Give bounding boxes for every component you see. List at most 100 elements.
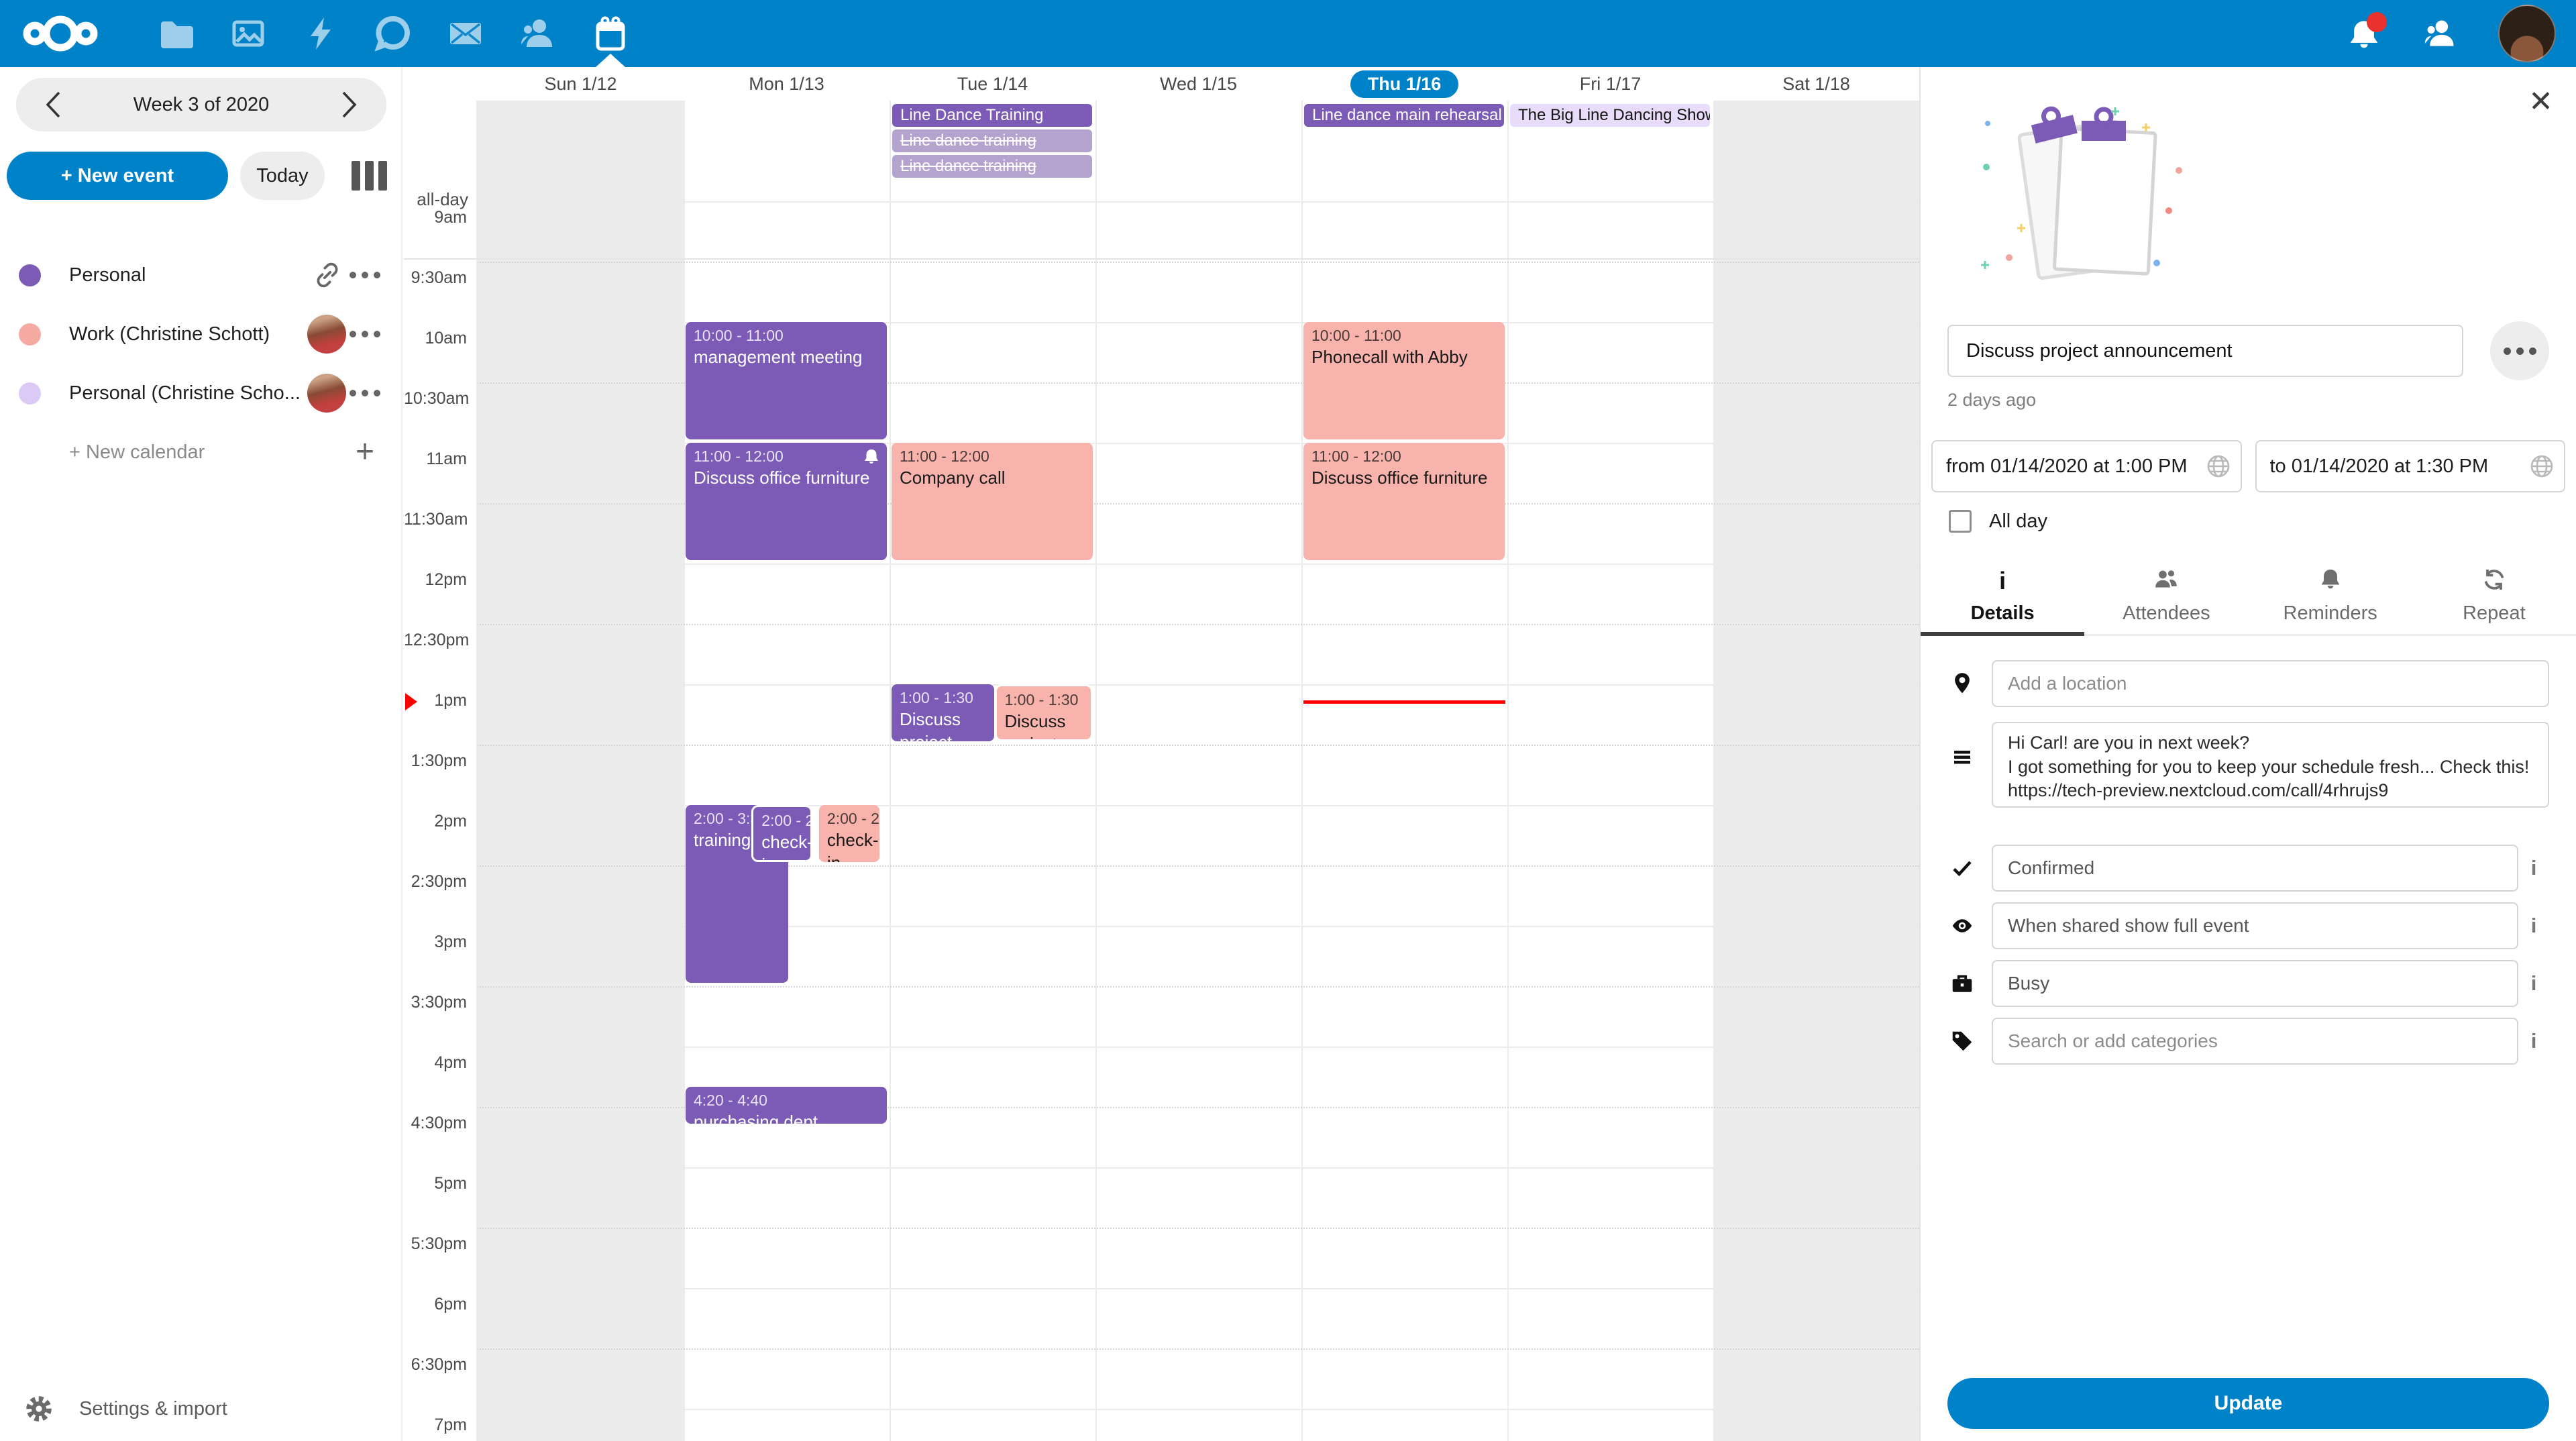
calendar-event[interactable]: 11:00 - 12:00 Discuss office furniture xyxy=(686,443,887,560)
day-column[interactable] xyxy=(478,101,684,1441)
calendar-icon[interactable] xyxy=(574,0,647,67)
calendar-list-item[interactable]: Personal xyxy=(0,246,401,305)
files-icon[interactable] xyxy=(140,0,212,67)
calendar-event[interactable]: 2:00 - 2:30 check-in xyxy=(751,805,813,862)
calendar-list-item[interactable]: Personal (Christine Scho... xyxy=(0,364,401,423)
day-header[interactable]: Sat 1/18 xyxy=(1713,67,1919,101)
previous-week-button[interactable] xyxy=(16,78,90,131)
event-title-input[interactable] xyxy=(1947,325,2463,377)
grid-line xyxy=(404,624,1919,625)
event-title: Phonecall with Abby xyxy=(1311,346,1468,367)
settings-import-button[interactable]: Settings & import xyxy=(0,1377,401,1441)
grid-line xyxy=(404,322,1919,323)
day-header[interactable]: Thu 1/16 xyxy=(1301,67,1507,101)
day-header[interactable]: Sun 1/12 xyxy=(478,67,684,101)
visibility-row: i xyxy=(1947,902,2549,949)
calendar-event[interactable]: 1:00 - 1:30 Discuss project xyxy=(994,684,1093,741)
contacts-icon[interactable] xyxy=(502,0,574,67)
calendar-event[interactable]: 10:00 - 11:00 management meeting xyxy=(686,322,887,439)
calendar-menu-icon[interactable] xyxy=(346,374,384,412)
time-gutter xyxy=(404,101,478,1441)
tab-repeat[interactable]: Repeat xyxy=(2412,565,2576,625)
new-event-button[interactable]: + New event xyxy=(7,152,228,200)
all-day-event[interactable]: Line dance training xyxy=(892,129,1092,152)
visibility-select[interactable] xyxy=(1992,902,2518,949)
day-header[interactable]: Mon 1/13 xyxy=(684,67,890,101)
event-time: 2:00 - 2:30 xyxy=(826,810,879,827)
timezone-globe-icon[interactable] xyxy=(2529,453,2555,479)
time-label: 5pm xyxy=(434,1174,467,1193)
freebusy-info-icon[interactable]: i xyxy=(2530,971,2537,995)
freebusy-select[interactable] xyxy=(1992,960,2518,1007)
calendar-event[interactable]: 4:20 - 4:40 purchasing dept xyxy=(686,1087,887,1124)
categories-input[interactable] xyxy=(1992,1018,2518,1065)
photos-icon[interactable] xyxy=(212,0,284,67)
share-link-icon[interactable] xyxy=(309,256,346,294)
visibility-info-icon[interactable]: i xyxy=(2530,914,2537,937)
start-date-input[interactable] xyxy=(1931,440,2242,492)
status-info-icon[interactable]: i xyxy=(2530,856,2537,879)
update-button[interactable]: Update xyxy=(1947,1378,2549,1429)
calendar-menu-icon[interactable] xyxy=(346,315,384,353)
categories-info-icon[interactable]: i xyxy=(2530,1029,2537,1053)
all-day-checkbox[interactable] xyxy=(1949,510,1972,533)
end-date-input[interactable] xyxy=(2255,440,2565,492)
calendar-name: Work (Christine Schott) xyxy=(69,323,270,345)
all-day-event[interactable]: Line dance main rehearsal xyxy=(1304,104,1504,127)
calendar-event[interactable]: 11:00 - 12:00 Discuss office furniture xyxy=(1303,443,1505,560)
nextcloud-logo[interactable] xyxy=(20,10,101,57)
day-column[interactable] xyxy=(1095,101,1301,1441)
calendar-color-dot[interactable] xyxy=(19,264,41,286)
day-header[interactable]: Wed 1/15 xyxy=(1095,67,1301,101)
close-icon[interactable]: ✕ xyxy=(2528,85,2553,118)
calendar-list-item[interactable]: Work (Christine Schott) xyxy=(0,305,401,364)
description-textarea[interactable]: Hi Carl! are you in next week? I got som… xyxy=(1992,722,2549,808)
calendar-event[interactable]: 11:00 - 12:00 Company call xyxy=(892,443,1093,560)
calendar-menu-icon[interactable] xyxy=(346,256,384,294)
owner-avatar xyxy=(307,315,346,354)
all-day-event[interactable]: Line Dance Training xyxy=(892,104,1092,127)
all-day-toggle[interactable]: All day xyxy=(1931,510,2549,533)
calendar-event[interactable]: 2:00 - 2:30 check-in xyxy=(818,805,879,862)
all-day-event[interactable]: Line dance training xyxy=(892,155,1092,178)
calendar-color-dot[interactable] xyxy=(19,382,41,405)
next-week-button[interactable] xyxy=(313,78,386,131)
day-column[interactable] xyxy=(1713,101,1919,1441)
today-button[interactable]: Today xyxy=(240,152,325,200)
day-header[interactable]: Tue 1/14 xyxy=(890,67,1095,101)
calendar-name: Personal (Christine Scho... xyxy=(69,382,301,404)
user-avatar[interactable] xyxy=(2498,5,2556,62)
event-time: 1:00 - 1:30 xyxy=(900,689,973,706)
activity-icon[interactable] xyxy=(284,0,357,67)
view-columns-icon[interactable] xyxy=(352,161,387,191)
event-title: training xyxy=(694,829,751,850)
tab-attendees[interactable]: Attendees xyxy=(2084,565,2248,625)
tag-icon xyxy=(1947,1029,1977,1053)
event-menu-button[interactable] xyxy=(2490,321,2549,380)
calendar-event[interactable]: 10:00 - 11:00 Phonecall with Abby xyxy=(1303,322,1505,439)
contacts-menu-icon[interactable] xyxy=(2422,15,2459,52)
tab-label: Reminders xyxy=(2283,602,2377,624)
new-calendar-button[interactable]: + New calendar + xyxy=(0,423,401,482)
day-column[interactable] xyxy=(1507,101,1713,1441)
calendar-event[interactable]: 1:00 - 1:30 Discuss project announcement xyxy=(892,684,994,741)
time-label: 4pm xyxy=(434,1053,467,1072)
tab-details[interactable]: i Details xyxy=(1921,565,2084,625)
timezone-globe-icon[interactable] xyxy=(2206,453,2231,479)
all-day-event[interactable]: The Big Line Dancing Show xyxy=(1510,104,1710,127)
event-time: 11:00 - 12:00 xyxy=(900,447,989,465)
day-column[interactable] xyxy=(890,101,1095,1441)
day-column[interactable] xyxy=(1301,101,1507,1441)
day-header[interactable]: Fri 1/17 xyxy=(1507,67,1713,101)
talk-icon[interactable] xyxy=(357,0,429,67)
event-title: Discuss office furniture xyxy=(694,467,870,488)
calendar-color-dot[interactable] xyxy=(19,323,41,345)
time-label: 4:30pm xyxy=(411,1114,467,1132)
status-select[interactable] xyxy=(1992,845,2518,892)
eye-icon xyxy=(1947,914,1977,938)
location-input[interactable] xyxy=(1992,660,2549,707)
mail-icon[interactable] xyxy=(429,0,502,67)
day-column[interactable] xyxy=(684,101,890,1441)
notifications-bell-icon[interactable] xyxy=(2345,12,2387,52)
tab-reminders[interactable]: Reminders xyxy=(2249,565,2412,625)
